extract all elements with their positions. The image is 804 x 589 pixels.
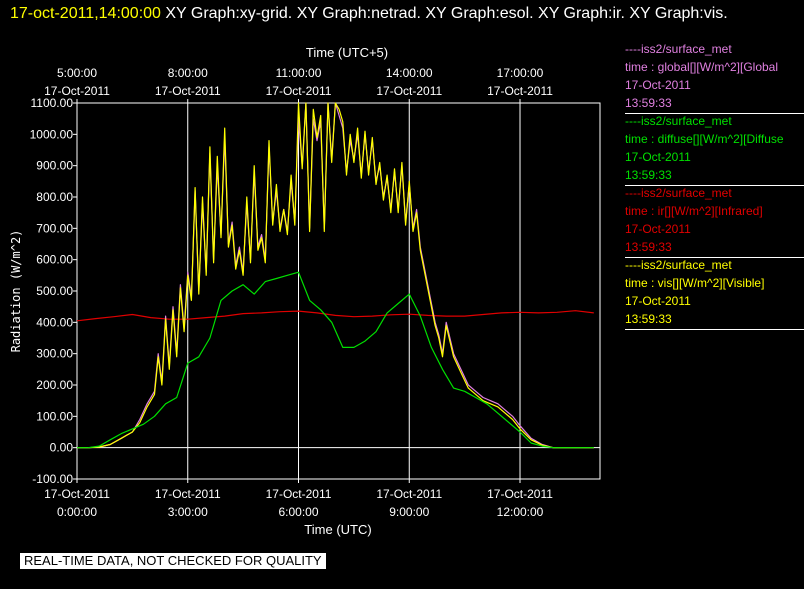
legend-source: ----iss2/surface_met xyxy=(625,186,732,200)
x-tick-time: 9:00:00 xyxy=(389,505,429,519)
x2-tick-date: 17-Oct-2011 xyxy=(44,84,110,98)
legend-divider xyxy=(625,113,804,114)
legend-time: 13:59:33 xyxy=(625,168,672,182)
legend-divider xyxy=(625,257,804,258)
series-diffuse-line xyxy=(77,271,594,449)
x-tick-time: 3:00:00 xyxy=(168,505,208,519)
series-ir-line xyxy=(76,310,594,322)
quality-notice: REAL-TIME DATA, NOT CHECKED FOR QUALITY xyxy=(20,553,326,569)
y-tick-label: 500.00 xyxy=(36,284,73,298)
header-title: XY Graph:xy-grid. XY Graph:netrad. XY Gr… xyxy=(160,5,728,22)
x2-tick-time: 8:00:00 xyxy=(168,66,208,80)
x2-tick-time: 11:00:00 xyxy=(276,66,322,80)
x-tick-time: 12:00:00 xyxy=(497,505,544,519)
page-header: 17-oct-2011,14:00:00 XY Graph:xy-grid. X… xyxy=(10,3,800,25)
legend-date: 17-Oct-2011 xyxy=(625,78,691,92)
legend-date: 17-Oct-2011 xyxy=(625,222,691,236)
y-tick-label: 300.00 xyxy=(36,347,73,361)
legend-divider xyxy=(625,329,804,330)
x-tick-labels: 17-Oct-2011 0:00:00 17-Oct-2011 3:00:00 17-O… xyxy=(44,487,553,519)
legend-source: ----iss2/surface_met xyxy=(625,114,732,128)
legend-divider xyxy=(625,185,804,186)
x2-tick-time: 5:00:00 xyxy=(57,66,97,80)
x-tick-date: 17-Oct-2011 xyxy=(487,487,553,501)
legend-date: 17-Oct-2011 xyxy=(625,150,691,164)
x-axis-label: Time (UTC) xyxy=(304,522,371,537)
x2-axis-label: Time (UTC+5) xyxy=(306,45,388,60)
legend-date: 17-Oct-2011 xyxy=(625,294,691,308)
legend-label: time : diffuse[][W/m^2][Diffuse xyxy=(625,132,784,146)
x-tick-time: 6:00:00 xyxy=(278,505,318,519)
plot-area xyxy=(76,102,601,480)
y-tick-label: 0.00 xyxy=(50,441,74,455)
x-tick-date: 17-Oct-2011 xyxy=(376,487,442,501)
legend-time: 13:59:33 xyxy=(625,312,672,326)
y-tick-label: 600.00 xyxy=(36,253,73,267)
y-tick-label: 1000.00 xyxy=(30,127,74,141)
legend-label: time : vis[][W/m^2][Visible] xyxy=(625,276,765,290)
grid-lines xyxy=(73,99,600,483)
x-tick-time: 0:00:00 xyxy=(57,505,97,519)
y-tick-labels: -100.00 0.00 100.00 200.00 300.00 400.00 500.0… xyxy=(30,96,74,486)
legend-source: ----iss2/surface_met xyxy=(625,42,732,56)
x-tick-date: 17-Oct-2011 xyxy=(266,487,332,501)
x-tick-date: 17-Oct-2011 xyxy=(155,487,221,501)
x2-tick-time: 17:00:00 xyxy=(497,66,544,80)
legend-time: 13:59:33 xyxy=(625,96,672,110)
legend-time: 13:59:33 xyxy=(625,240,672,254)
y-tick-label: 100.00 xyxy=(36,409,73,423)
legend-label: time : ir[][W/m^2][Infrared] xyxy=(625,204,763,218)
legend-source: ----iss2/surface_met xyxy=(625,258,732,272)
series-lines xyxy=(76,102,594,449)
y-tick-label: -100.00 xyxy=(32,472,73,486)
x2-tick-date: 17-Oct-2011 xyxy=(376,84,442,98)
y-tick-label: 200.00 xyxy=(36,378,73,392)
x2-tick-time: 14:00:00 xyxy=(386,66,433,80)
series-vis-line xyxy=(77,102,594,449)
x2-tick-date: 17-Oct-2011 xyxy=(266,84,332,98)
header-time: 17-oct-2011,14:00:00 xyxy=(10,5,161,22)
x2-tick-labels: 5:00:00 17-Oct-2011 8:00:00 17-Oct-2011 11:0… xyxy=(44,66,553,98)
y-tick-label: 700.00 xyxy=(36,221,73,235)
x-tick-date: 17-Oct-2011 xyxy=(44,487,110,501)
y-tick-label: 800.00 xyxy=(36,190,73,204)
x2-tick-date: 17-Oct-2011 xyxy=(487,84,553,98)
y-tick-label: 900.00 xyxy=(36,159,73,173)
y-axis-label: Radiation (W/m^2) xyxy=(9,230,23,353)
x2-tick-date: 17-Oct-2011 xyxy=(155,84,221,98)
legend-label: time : global[][W/m^2][Global xyxy=(625,60,779,74)
y-tick-label: 400.00 xyxy=(36,315,73,329)
y-tick-label: 1100.00 xyxy=(31,96,74,110)
